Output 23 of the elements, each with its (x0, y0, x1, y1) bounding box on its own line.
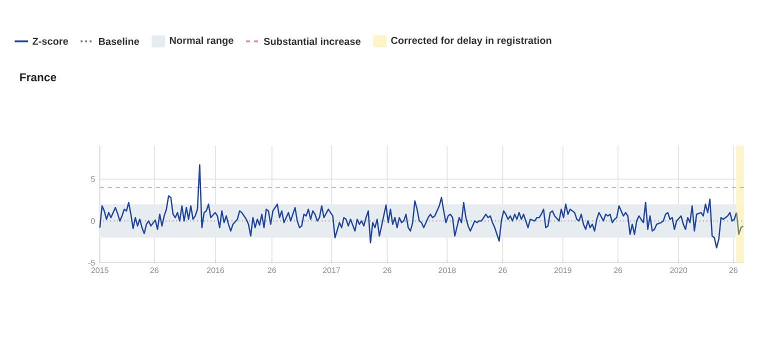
x-tick-label: 26 (150, 267, 158, 274)
x-tick-label: 2019 (554, 267, 572, 274)
legend-label: Normal range (170, 36, 234, 46)
y-tick-label: 0 (90, 218, 95, 224)
legend-label: Baseline (98, 38, 140, 45)
y-tick-label: 5 (90, 176, 95, 182)
x-tick-label: 26 (614, 267, 622, 274)
legend-label: Corrected for delay in registration (391, 36, 552, 46)
line-series (99, 164, 738, 248)
x-tick-label: 26 (383, 267, 392, 274)
legend-label: Substantial increase (264, 38, 361, 45)
x-tick-label: 26 (498, 267, 507, 274)
x-tick-label: 26 (268, 267, 276, 274)
x-tick-label: 2020 (670, 267, 688, 274)
x-tick-label: 2015 (91, 267, 108, 274)
chart-title: France (20, 73, 56, 82)
x-tick-label: 26 (729, 267, 738, 274)
x-tick-label: 2017 (323, 267, 340, 274)
legend-label: Z-score (32, 38, 68, 45)
x-tick-label: 2016 (207, 267, 224, 274)
line-series (736, 212, 744, 235)
x-tick-label: 2018 (438, 267, 456, 274)
y-tick-label: -5 (88, 260, 95, 266)
